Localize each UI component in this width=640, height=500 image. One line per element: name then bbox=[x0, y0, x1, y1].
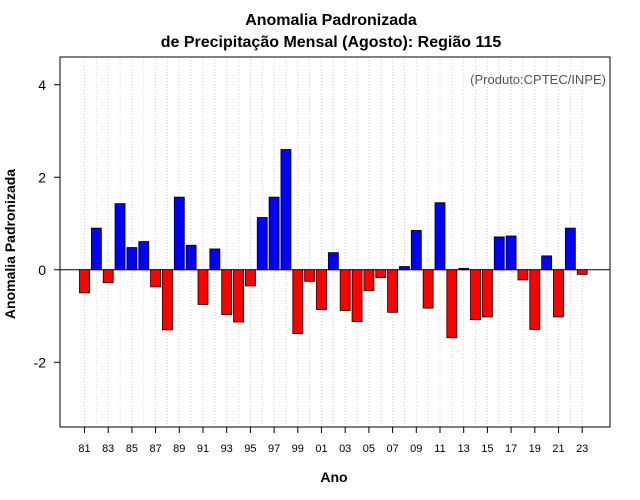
x-tick-label: 03 bbox=[339, 443, 351, 455]
x-tick-label: 91 bbox=[197, 443, 209, 455]
y-tick-label: 0 bbox=[38, 262, 46, 278]
chart-subtitle: de Precipitação Mensal (Agosto): Região … bbox=[161, 34, 502, 51]
bar-10 bbox=[422, 269, 434, 309]
x-tick-label: 05 bbox=[363, 443, 375, 455]
x-tick-label: 81 bbox=[78, 443, 90, 455]
bar-07 bbox=[387, 269, 399, 313]
bar-19 bbox=[529, 269, 541, 330]
x-tick-label: 11 bbox=[434, 443, 445, 455]
x-tick-label: 85 bbox=[126, 443, 138, 455]
product-credit: (Produto:CPTEC/INPE) bbox=[470, 72, 606, 87]
x-tick-label: 95 bbox=[244, 443, 256, 455]
bar-82 bbox=[90, 227, 102, 271]
x-tick-label: 19 bbox=[529, 443, 541, 455]
x-tick-label: 93 bbox=[221, 443, 233, 455]
bar-18 bbox=[517, 269, 529, 281]
bar-11 bbox=[434, 202, 446, 271]
x-tick-label: 87 bbox=[149, 443, 161, 455]
bar-13 bbox=[458, 267, 470, 271]
bar-87 bbox=[150, 269, 162, 288]
bar-92 bbox=[209, 248, 221, 271]
bar-12 bbox=[446, 269, 458, 339]
bar-03 bbox=[339, 269, 351, 311]
x-axis: 81 83 85 87 89 91 93 95 97 99 01 03 05 07 09 11 13 15 17 19… bbox=[78, 427, 588, 455]
bar-14 bbox=[470, 269, 481, 321]
bar-91 bbox=[197, 269, 209, 305]
x-tick-label: 13 bbox=[458, 443, 470, 455]
bar-05 bbox=[363, 269, 375, 291]
plot-frame bbox=[59, 56, 611, 428]
y-tick-label: 2 bbox=[38, 169, 46, 185]
bar-01 bbox=[316, 269, 327, 310]
chart-title: Anomalia Padronizada bbox=[245, 12, 417, 29]
x-axis-label: Ano bbox=[320, 469, 347, 485]
bar-84 bbox=[114, 203, 126, 271]
bar-17 bbox=[505, 235, 517, 271]
bar-95 bbox=[244, 269, 256, 287]
bar-98 bbox=[280, 149, 292, 271]
y-tick-label: -2 bbox=[34, 354, 47, 370]
x-tick-label: 07 bbox=[386, 443, 398, 455]
x-tick-label: 23 bbox=[576, 443, 588, 455]
y-tick-label: 4 bbox=[38, 77, 46, 93]
bar-86 bbox=[138, 241, 150, 271]
bar-94 bbox=[233, 269, 244, 323]
bar-20 bbox=[541, 255, 553, 271]
bar-21 bbox=[553, 269, 564, 318]
bar-90 bbox=[185, 244, 197, 271]
bar-23 bbox=[576, 269, 588, 275]
bar-83 bbox=[102, 269, 114, 284]
x-tick-label: 09 bbox=[410, 443, 422, 455]
bar-series bbox=[79, 149, 588, 339]
bar-08 bbox=[399, 266, 410, 271]
x-tick-label: 83 bbox=[102, 443, 114, 455]
x-tick-label: 89 bbox=[173, 443, 185, 455]
x-tick-label: 17 bbox=[505, 443, 517, 455]
bar-04 bbox=[351, 269, 363, 322]
bar-06 bbox=[375, 269, 387, 279]
bar-15 bbox=[481, 269, 493, 318]
x-tick-label: 21 bbox=[552, 443, 564, 455]
x-tick-label: 15 bbox=[481, 443, 493, 455]
bar-99 bbox=[292, 269, 304, 334]
bar-85 bbox=[126, 247, 138, 271]
y-axis-label: Anomalia Padronizada bbox=[2, 169, 18, 319]
y-axis: -2 0 2 4 bbox=[34, 77, 60, 370]
bar-02 bbox=[327, 252, 339, 271]
bar-88 bbox=[162, 269, 173, 331]
bar-97 bbox=[268, 196, 280, 271]
x-tick-label: 01 bbox=[315, 443, 327, 455]
x-tick-label: 99 bbox=[292, 443, 304, 455]
bar-22 bbox=[564, 227, 576, 271]
bar-93 bbox=[221, 269, 233, 316]
bar-00 bbox=[304, 269, 316, 282]
bar-96 bbox=[256, 217, 268, 271]
bar-81 bbox=[79, 269, 90, 294]
bar-16 bbox=[493, 236, 505, 271]
bar-89 bbox=[173, 196, 185, 271]
x-tick-label: 97 bbox=[268, 443, 280, 455]
bar-09 bbox=[410, 230, 422, 271]
